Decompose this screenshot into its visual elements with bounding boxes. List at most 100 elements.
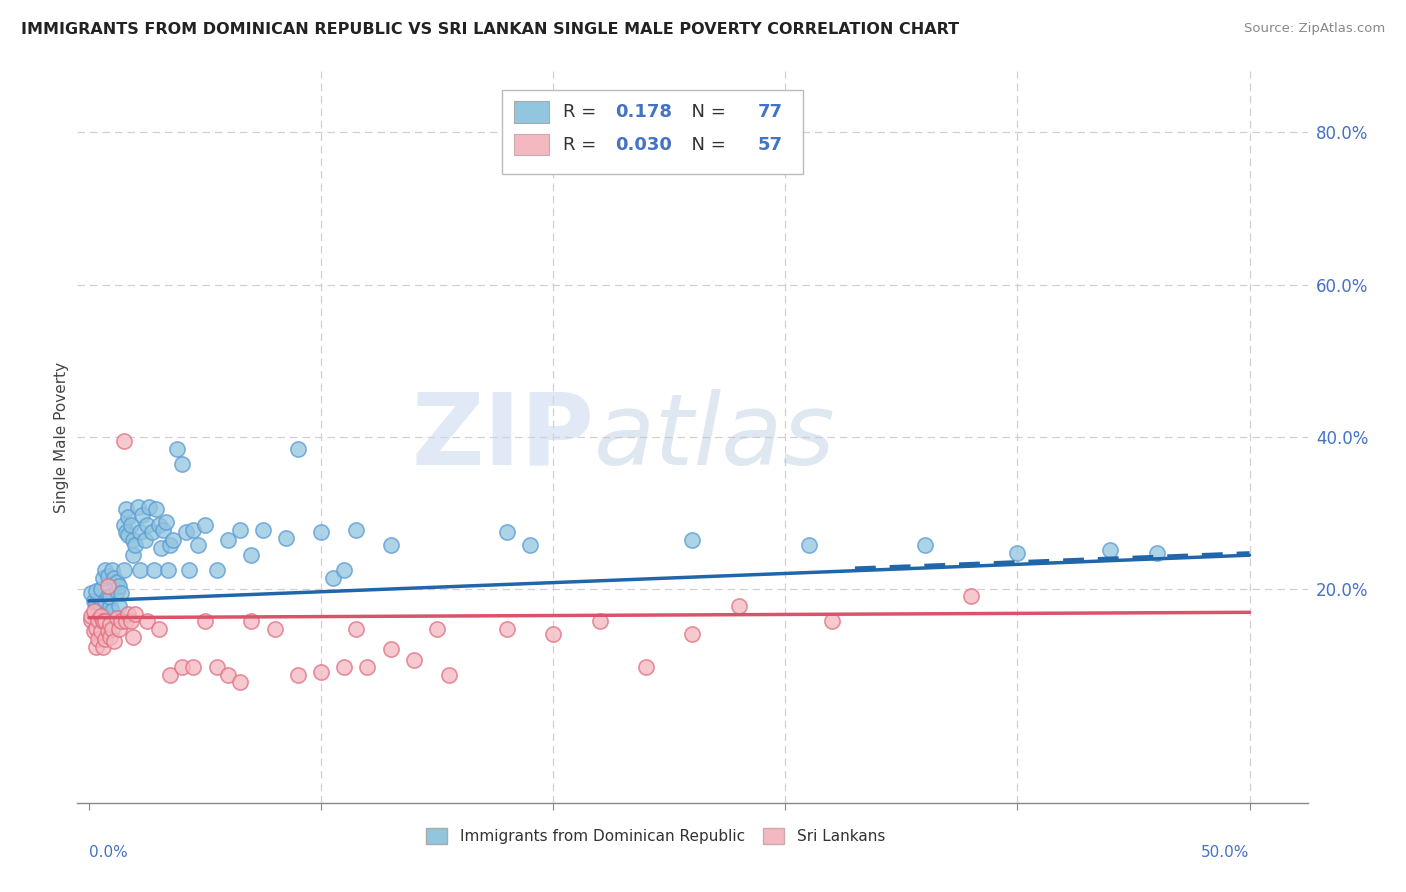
- Point: [141, 525, 163, 540]
- Point: [797, 538, 820, 552]
- Text: 0.0%: 0.0%: [89, 845, 128, 860]
- Point: [83, 604, 105, 618]
- Point: [426, 622, 449, 636]
- Point: [87, 601, 110, 615]
- Point: [176, 525, 198, 540]
- Point: [80, 609, 103, 624]
- Point: [152, 523, 174, 537]
- Point: [98, 630, 121, 644]
- Point: [194, 517, 217, 532]
- Point: [287, 442, 309, 456]
- Point: [83, 624, 105, 639]
- Point: [84, 596, 107, 610]
- Point: [344, 523, 367, 537]
- Point: [105, 574, 128, 589]
- Point: [333, 660, 356, 674]
- Text: 0.178: 0.178: [614, 103, 672, 120]
- Y-axis label: Single Male Poverty: Single Male Poverty: [53, 361, 69, 513]
- Point: [122, 630, 145, 644]
- Point: [588, 615, 610, 629]
- Point: [124, 538, 146, 552]
- Point: [821, 615, 844, 629]
- Point: [156, 563, 179, 577]
- Point: [148, 517, 170, 532]
- Point: [960, 589, 983, 603]
- Point: [170, 660, 193, 674]
- Point: [914, 538, 936, 552]
- Point: [541, 626, 564, 640]
- Point: [240, 548, 263, 562]
- Point: [115, 502, 138, 516]
- Point: [240, 615, 263, 629]
- Point: [287, 667, 309, 681]
- Point: [155, 516, 177, 530]
- Point: [276, 531, 298, 545]
- Point: [194, 615, 217, 629]
- Point: [103, 571, 125, 585]
- Point: [134, 533, 156, 547]
- Point: [263, 622, 285, 636]
- Point: [96, 589, 118, 603]
- Point: [159, 667, 181, 681]
- Point: [131, 508, 153, 522]
- Point: [159, 538, 181, 552]
- Point: [83, 594, 105, 608]
- Point: [187, 538, 209, 552]
- Point: [108, 599, 131, 614]
- Point: [98, 590, 121, 604]
- Point: [120, 517, 142, 532]
- Point: [80, 613, 103, 627]
- Point: [105, 611, 128, 625]
- Point: [117, 527, 139, 541]
- Point: [94, 563, 117, 577]
- Point: [138, 500, 160, 515]
- Point: [94, 632, 117, 646]
- Point: [115, 525, 138, 540]
- Point: [122, 533, 145, 547]
- Point: [115, 615, 138, 629]
- Point: [142, 563, 165, 577]
- Point: [84, 640, 107, 654]
- Text: 77: 77: [758, 103, 783, 120]
- Text: 57: 57: [758, 136, 783, 153]
- Point: [170, 457, 193, 471]
- Point: [90, 624, 112, 639]
- Point: [98, 599, 121, 614]
- Point: [205, 563, 228, 577]
- Point: [96, 624, 118, 639]
- Bar: [515, 101, 548, 122]
- Point: [124, 607, 146, 621]
- Point: [91, 615, 114, 629]
- Bar: [515, 134, 548, 155]
- Point: [252, 523, 274, 537]
- Point: [177, 563, 200, 577]
- Point: [80, 586, 103, 600]
- Text: N =: N =: [681, 103, 731, 120]
- Point: [309, 665, 332, 679]
- Point: [94, 594, 117, 608]
- Point: [96, 579, 118, 593]
- Point: [112, 434, 135, 448]
- Point: [322, 571, 344, 585]
- Point: [87, 613, 110, 627]
- Point: [402, 652, 425, 666]
- Point: [117, 510, 139, 524]
- Point: [117, 607, 139, 621]
- Point: [149, 541, 172, 555]
- Point: [145, 502, 167, 516]
- Point: [136, 517, 159, 532]
- Point: [101, 622, 124, 636]
- Point: [90, 599, 112, 614]
- Point: [380, 538, 402, 552]
- Point: [495, 622, 517, 636]
- Text: R =: R =: [564, 103, 602, 120]
- Point: [96, 568, 118, 582]
- Point: [229, 523, 252, 537]
- Point: [129, 563, 152, 577]
- FancyBboxPatch shape: [502, 90, 803, 174]
- Point: [682, 626, 704, 640]
- Point: [103, 633, 125, 648]
- Text: N =: N =: [681, 136, 731, 153]
- Point: [91, 640, 114, 654]
- Point: [183, 523, 205, 537]
